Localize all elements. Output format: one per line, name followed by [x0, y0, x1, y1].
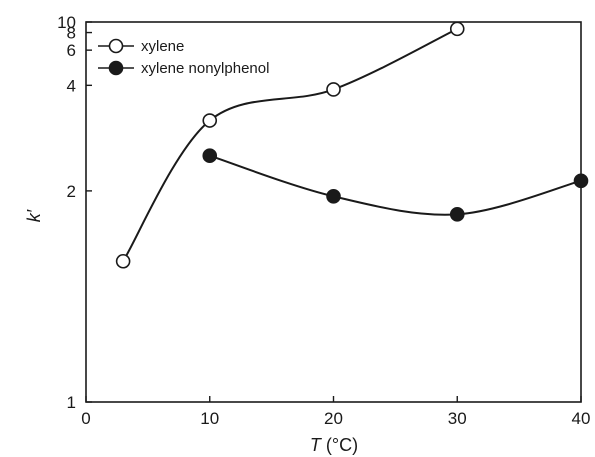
- legend: xylene xylene nonylphenol: [98, 38, 269, 77]
- legend-label: xylene: [141, 38, 184, 55]
- open-circle-marker: [326, 82, 341, 97]
- series-markers: [115, 21, 589, 269]
- plot-frame: [85, 21, 582, 403]
- x-tick-label: 40: [572, 409, 591, 428]
- filled-circle-marker: [573, 173, 589, 189]
- legend-filled-circle-icon: [108, 60, 124, 76]
- x-tick-label: 20: [324, 409, 343, 428]
- legend-label: xylene nonylphenol: [141, 60, 269, 77]
- legend-open-circle-icon: [108, 38, 124, 54]
- series-line-2: [209, 154, 582, 216]
- y-tick-label: 4: [67, 76, 76, 95]
- x-tick-label: 0: [81, 409, 90, 428]
- y-tick-label: 1: [67, 393, 76, 412]
- x-tick-label: 30: [448, 409, 467, 428]
- x-tick-label: 10: [200, 409, 219, 428]
- y-tick-label: 8: [67, 24, 76, 43]
- y-tick-label: 6: [67, 41, 76, 60]
- x-axis-label-unit: (°C): [321, 435, 358, 455]
- x-axis-label-var: T: [310, 435, 323, 455]
- open-circle-marker: [115, 253, 131, 269]
- series-curves: [122, 27, 582, 262]
- x-axis-label: T (°C): [310, 435, 358, 455]
- filled-circle-marker: [326, 189, 341, 204]
- y-tick-label: 10: [57, 13, 76, 32]
- filled-circle-marker: [202, 148, 218, 164]
- filled-circle-marker: [449, 207, 465, 222]
- y-tick-label: 2: [67, 182, 76, 201]
- open-circle-marker: [202, 113, 218, 128]
- open-circle-marker: [449, 21, 465, 37]
- series-line-1: [122, 27, 458, 262]
- y-axis-label: k′: [24, 209, 44, 222]
